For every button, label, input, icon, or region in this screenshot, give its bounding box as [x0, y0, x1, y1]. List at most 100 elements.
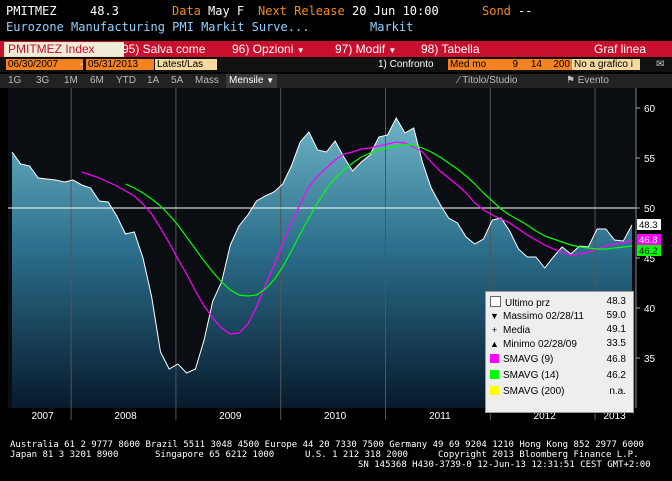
price-area	[12, 118, 632, 408]
legend-sma200-label: SMAVG (200)	[503, 386, 565, 397]
period-3g[interactable]: 3G	[36, 75, 50, 86]
sma14-line	[125, 144, 633, 297]
period-3-field[interactable]: 200	[544, 59, 572, 70]
footer-copyright: Copyright 2013 Bloomberg Finance L.P.	[438, 450, 639, 460]
min-marker-icon: ▲	[490, 339, 499, 349]
legend-sma9-label: SMAVG (9)	[503, 354, 554, 365]
sma9-value-tag: 46.8	[639, 235, 658, 246]
legend-max-value: 59.0	[606, 310, 626, 321]
footer-japan: Japan 81 3 3201 8900	[10, 450, 119, 460]
options-label: 96) Opzioni	[232, 42, 294, 56]
line-chart-icon: ⁄	[458, 75, 460, 86]
frequency-label: Mensile	[229, 75, 264, 86]
chart-legend[interactable]: Ultimo prz 48.3 ▼ Massimo 02/28/11 59.0 + Me…	[485, 291, 634, 413]
period-1m[interactable]: 1M	[64, 75, 78, 86]
y-tick-label: 55	[644, 154, 656, 165]
survey-value: --	[518, 4, 533, 18]
data-label: Data	[172, 4, 201, 18]
x-tick-label: 2007	[31, 411, 54, 422]
ticker-symbol[interactable]: PMITMEZ	[6, 4, 57, 18]
period-max[interactable]: Mass	[195, 75, 219, 86]
subtitle-bar: Eurozone Manufacturing PMI Markit Surve.…	[0, 20, 672, 36]
period-6m[interactable]: 6M	[90, 75, 104, 86]
next-release-value: 20 Jun 10:00	[352, 4, 439, 18]
sma14-value-tag: 46.2	[639, 246, 658, 257]
period-bar: 1G 3G 1M 6M YTD 1A 5A Mass Mensile ▼ ⁄ T…	[0, 74, 672, 88]
end-date-field[interactable]: 05/31/2013	[86, 59, 154, 70]
x-tick-label: 2010	[324, 411, 347, 422]
legend-item-sma9: SMAVG (9) 46.8	[490, 354, 628, 366]
save-as-button[interactable]: 95) Salva come	[122, 42, 205, 56]
index-source: Markit	[370, 20, 414, 34]
flag-icon: ⚑	[566, 75, 575, 86]
period-1a[interactable]: 1A	[147, 75, 160, 86]
last-value: 48.3	[90, 4, 119, 18]
period-2-field[interactable]: 14	[520, 59, 544, 70]
table-button[interactable]: 98) Tabella	[421, 42, 480, 56]
footer-us: U.S. 1 212 318 2000	[305, 450, 408, 460]
footer-session: SN 145368 H430-3739-0 12-Jun-13 12:31:51…	[358, 460, 651, 470]
modify-label: 97) Modif	[335, 42, 386, 56]
event-button[interactable]: ⚑ Evento	[566, 75, 609, 87]
mean-marker-icon: +	[491, 325, 498, 335]
sma9-value-tag-box	[637, 234, 661, 245]
last-select-dropdown[interactable]: Latest/Las	[155, 59, 217, 70]
event-label: Evento	[577, 75, 609, 86]
title-study-button[interactable]: ⁄ Titolo/Studio	[458, 75, 518, 87]
footer-singapore: Singapore 65 6212 1000	[155, 450, 275, 460]
dropdown-arrow-icon: ▼	[296, 46, 305, 55]
price-line	[11, 116, 633, 374]
legend-min-value: 33.5	[606, 338, 626, 349]
period-ytd[interactable]: YTD	[116, 75, 136, 86]
max-marker-icon: ▼	[490, 311, 499, 321]
legend-last-label: Ultimo prz	[505, 298, 551, 309]
range-bar: 06/30/2007 - 05/31/2013 Latest/Las 1) Co…	[0, 58, 672, 72]
y-tick-label: 45	[644, 254, 656, 265]
frequency-dropdown[interactable]: Mensile ▼	[226, 74, 278, 88]
function-toolbar: PMITMEZ Index 95) Salva come 96) Opzioni…	[0, 41, 672, 57]
last-value-tag: 48.3	[639, 220, 658, 231]
x-tick-label: 2011	[429, 411, 451, 422]
y-tick-label: 35	[644, 354, 656, 365]
no-chart-dropdown[interactable]: No a grafico i	[572, 59, 640, 70]
index-name-field[interactable]: PMITMEZ Index	[4, 42, 124, 57]
x-tick-label: 2013	[603, 411, 626, 422]
last-value-tag-box	[637, 219, 661, 230]
dropdown-arrow-icon: ▼	[388, 46, 397, 55]
legend-max-label: Massimo 02/28/11	[503, 311, 584, 322]
data-value: May F	[208, 4, 245, 18]
last-price-swatch	[490, 296, 501, 307]
legend-item-sma200: SMAVG (200) n.a.	[490, 386, 628, 398]
options-button[interactable]: 96) Opzioni ▼	[232, 42, 305, 57]
settings-icon[interactable]: ✉	[656, 59, 665, 70]
date-separator: -	[80, 59, 84, 70]
index-full-name: Eurozone Manufacturing PMI Markit Surve.…	[6, 20, 310, 34]
header-bar: PMITMEZ 48.3 Data May F Next Release 20 …	[0, 4, 672, 22]
next-release-label: Next Release	[258, 4, 345, 18]
period-1g[interactable]: 1G	[8, 75, 22, 86]
dropdown-arrow-icon: ▼	[266, 76, 275, 85]
period-5a[interactable]: 5A	[171, 75, 184, 86]
compare-label: 1) Confronto	[378, 59, 434, 70]
legend-item-max: ▼ Massimo 02/28/11 59.0	[490, 310, 628, 322]
period-1-field[interactable]: 9	[498, 59, 520, 70]
save-as-label: 95) Salva come	[122, 42, 206, 56]
legend-last-value: 48.3	[606, 296, 626, 307]
title-study-label: Titolo/Studio	[462, 75, 518, 86]
sma14-value-tag-box	[637, 245, 661, 256]
legend-sma14-value: 46.2	[606, 370, 626, 381]
graph-type-label: Graf linea	[594, 42, 647, 56]
footer-contacts-line: Australia 61 2 9777 8600 Brazil 5511 304…	[10, 440, 644, 450]
start-date-field[interactable]: 06/30/2007	[6, 59, 83, 70]
x-tick-label: 2008	[114, 411, 137, 422]
legend-item-min: ▲ Minimo 02/28/09 33.5	[490, 338, 628, 350]
x-tick-label: 2009	[219, 411, 242, 422]
x-tick-label: 2012	[534, 411, 557, 422]
legend-item-sma14: SMAVG (14) 46.2	[490, 370, 628, 382]
y-tick-label: 50	[644, 204, 656, 215]
legend-item-last: Ultimo prz 48.3	[490, 296, 628, 309]
legend-min-label: Minimo 02/28/09	[503, 339, 577, 350]
modify-button[interactable]: 97) Modif ▼	[335, 42, 396, 57]
legend-sma14-label: SMAVG (14)	[503, 370, 559, 381]
compare-type-dropdown[interactable]: Med mo	[448, 59, 498, 70]
